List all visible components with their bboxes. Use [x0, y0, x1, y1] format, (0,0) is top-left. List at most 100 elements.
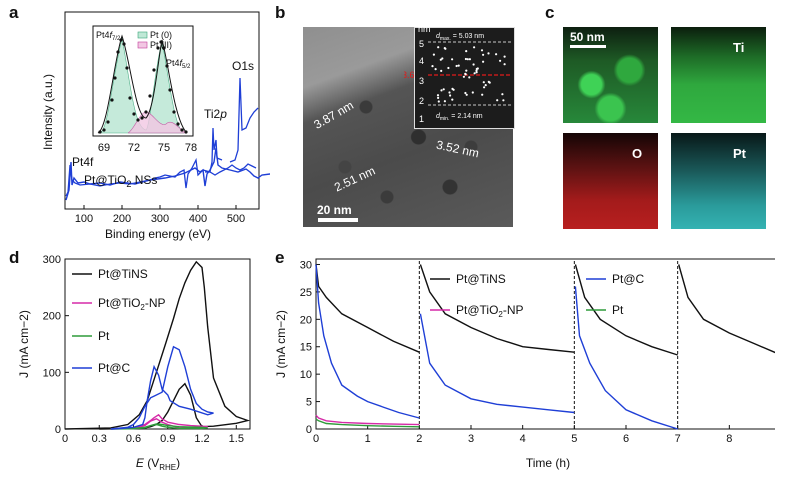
inset-data-point: [159, 40, 163, 44]
panel-e-xtick: 4: [520, 433, 526, 445]
panel-b-inset: [414, 27, 515, 129]
panel-c-map-pt: [671, 133, 766, 229]
panel-d-xtick: 1.5: [229, 433, 244, 445]
panel-b-scalebar: [318, 218, 358, 222]
tem-size-point: [496, 99, 499, 102]
panel-e-frame: [315, 258, 775, 430]
panel-a-xtick: 500: [227, 213, 245, 225]
panel-d-xtick: 0.6: [126, 433, 141, 445]
panel-e-xtick: 7: [675, 433, 681, 445]
tem-size-point: [473, 46, 476, 49]
inset-data-point: [184, 130, 188, 134]
tem-size-point: [480, 49, 484, 52]
tem-size-point: [437, 96, 440, 99]
panel-b-scale-label: 20 nm: [317, 203, 352, 217]
inset-data-point: [110, 98, 114, 102]
panel-e-xtick: 6: [623, 433, 629, 445]
inset-data-point: [152, 68, 156, 72]
panel-a-legend-pt0: Pt (0): [150, 30, 172, 40]
inset-data-point: [162, 46, 166, 50]
panel-a-inset-title: Pt4f7/2: [96, 30, 121, 42]
panel-a-xps-chart: 100 200 300 400 500 Binding energy (eV) …: [41, 11, 270, 241]
inset-data-point: [144, 110, 148, 114]
tem-size-point: [432, 53, 435, 56]
panel-e-xtick: 1: [365, 433, 371, 445]
panel-c-scalebar: [570, 45, 606, 48]
panel-a-inset-points: [98, 38, 188, 134]
tem-size-point: [502, 99, 505, 102]
panel-d-series-line: [64, 260, 251, 430]
tem-size-point: [437, 46, 440, 49]
inset-data-point: [116, 50, 120, 54]
panel-c-map-overlay: [563, 27, 658, 123]
panel-d-legend-label: Pt@C: [98, 361, 131, 375]
tem-size-point: [465, 93, 468, 96]
panel-e-xtick: 2: [416, 433, 422, 445]
panel-e-ytick: 30: [300, 259, 312, 271]
tem-size-point: [487, 80, 490, 83]
panel-d-ylabel: J (mA cm−2): [17, 310, 31, 378]
panel-e-ytick: 10: [300, 369, 312, 381]
panel-c-scale-label: 50 nm: [570, 30, 605, 44]
panel-d-series-line: [110, 423, 208, 430]
panel-e-ytick: 15: [300, 342, 312, 354]
tem-size-point: [476, 67, 479, 70]
panel-a-inset-xtick: 75: [158, 142, 170, 154]
inset-data-point: [165, 64, 169, 68]
tem-size-point: [468, 76, 471, 79]
panel-e-legend-label: Pt@C: [612, 272, 645, 286]
inset-data-point: [140, 116, 144, 120]
tem-size-point: [487, 52, 490, 55]
panel-e-ytick: 0: [306, 424, 312, 436]
tem-size-point: [503, 63, 506, 66]
panel-d-xtick: 0: [62, 433, 68, 445]
panel-e-series-line: [315, 418, 420, 428]
panel-a-inset-xtick: 78: [185, 142, 197, 154]
panel-e-ylabel: J (mA cm−2): [275, 310, 288, 378]
panel-a-xtick: 300: [151, 213, 169, 225]
panel-e-series-line: [315, 264, 775, 356]
tem-size-point: [431, 65, 434, 68]
panel-b-inset-ytick: 1: [419, 114, 424, 124]
tem-size-point: [442, 88, 445, 91]
panel-a-xtick: 200: [113, 213, 131, 225]
panel-a-ti2p-label: Ti2p: [204, 107, 227, 121]
panel-b-dmax-label: dmax. = 5.03 nm: [436, 33, 484, 42]
tem-size-point: [440, 89, 443, 92]
panel-e-xtick: 3: [468, 433, 474, 445]
panel-d-ytick: 200: [43, 311, 61, 323]
tem-size-point: [443, 47, 446, 50]
panel-d-xtick: 1.2: [194, 433, 209, 445]
tem-size-point: [465, 50, 468, 53]
panel-d-legend-label: Pt: [98, 329, 110, 343]
panel-c-map-o: [563, 133, 658, 229]
panel-d-ytick: 300: [43, 254, 61, 266]
tem-size-point: [495, 53, 498, 56]
panel-a-inset-f52: Pt4f5/2: [166, 58, 191, 70]
tem-size-point: [457, 64, 460, 67]
tem-size-point: [501, 93, 504, 96]
inset-data-point: [128, 96, 132, 100]
tem-size-point: [473, 72, 476, 75]
tem-size-point: [451, 87, 454, 90]
panel-e-ca-chart: 0123456789051015202530 Time (h) J (mA cm…: [275, 258, 775, 470]
inset-data-point: [180, 128, 184, 132]
panel-e-xlabel: Time (h): [526, 456, 570, 470]
tem-size-point: [437, 100, 440, 103]
panel-b-inset-unit: nm: [418, 24, 431, 34]
tem-size-point: [440, 69, 443, 72]
panel-a-survey: [65, 157, 257, 197]
inset-data-point: [106, 120, 110, 124]
tem-size-point: [439, 58, 442, 61]
tem-size-point: [451, 58, 454, 61]
tem-size-point: [443, 100, 446, 103]
tem-size-point: [472, 63, 475, 66]
panel-c-label-o: O: [632, 146, 643, 161]
panel-a-legend-pt2-swatch: [137, 41, 148, 49]
panel-e-series-line: [315, 264, 678, 430]
panel-a-frame: [64, 11, 260, 210]
panel-a-inset-fit: [97, 34, 187, 134]
panel-d-legend-label: Pt@TiO2-NP: [98, 296, 166, 312]
panel-b-inset-ytick: 5: [419, 39, 424, 49]
panel-a-sample-label: Pt@TiO2 NSs: [84, 173, 157, 189]
